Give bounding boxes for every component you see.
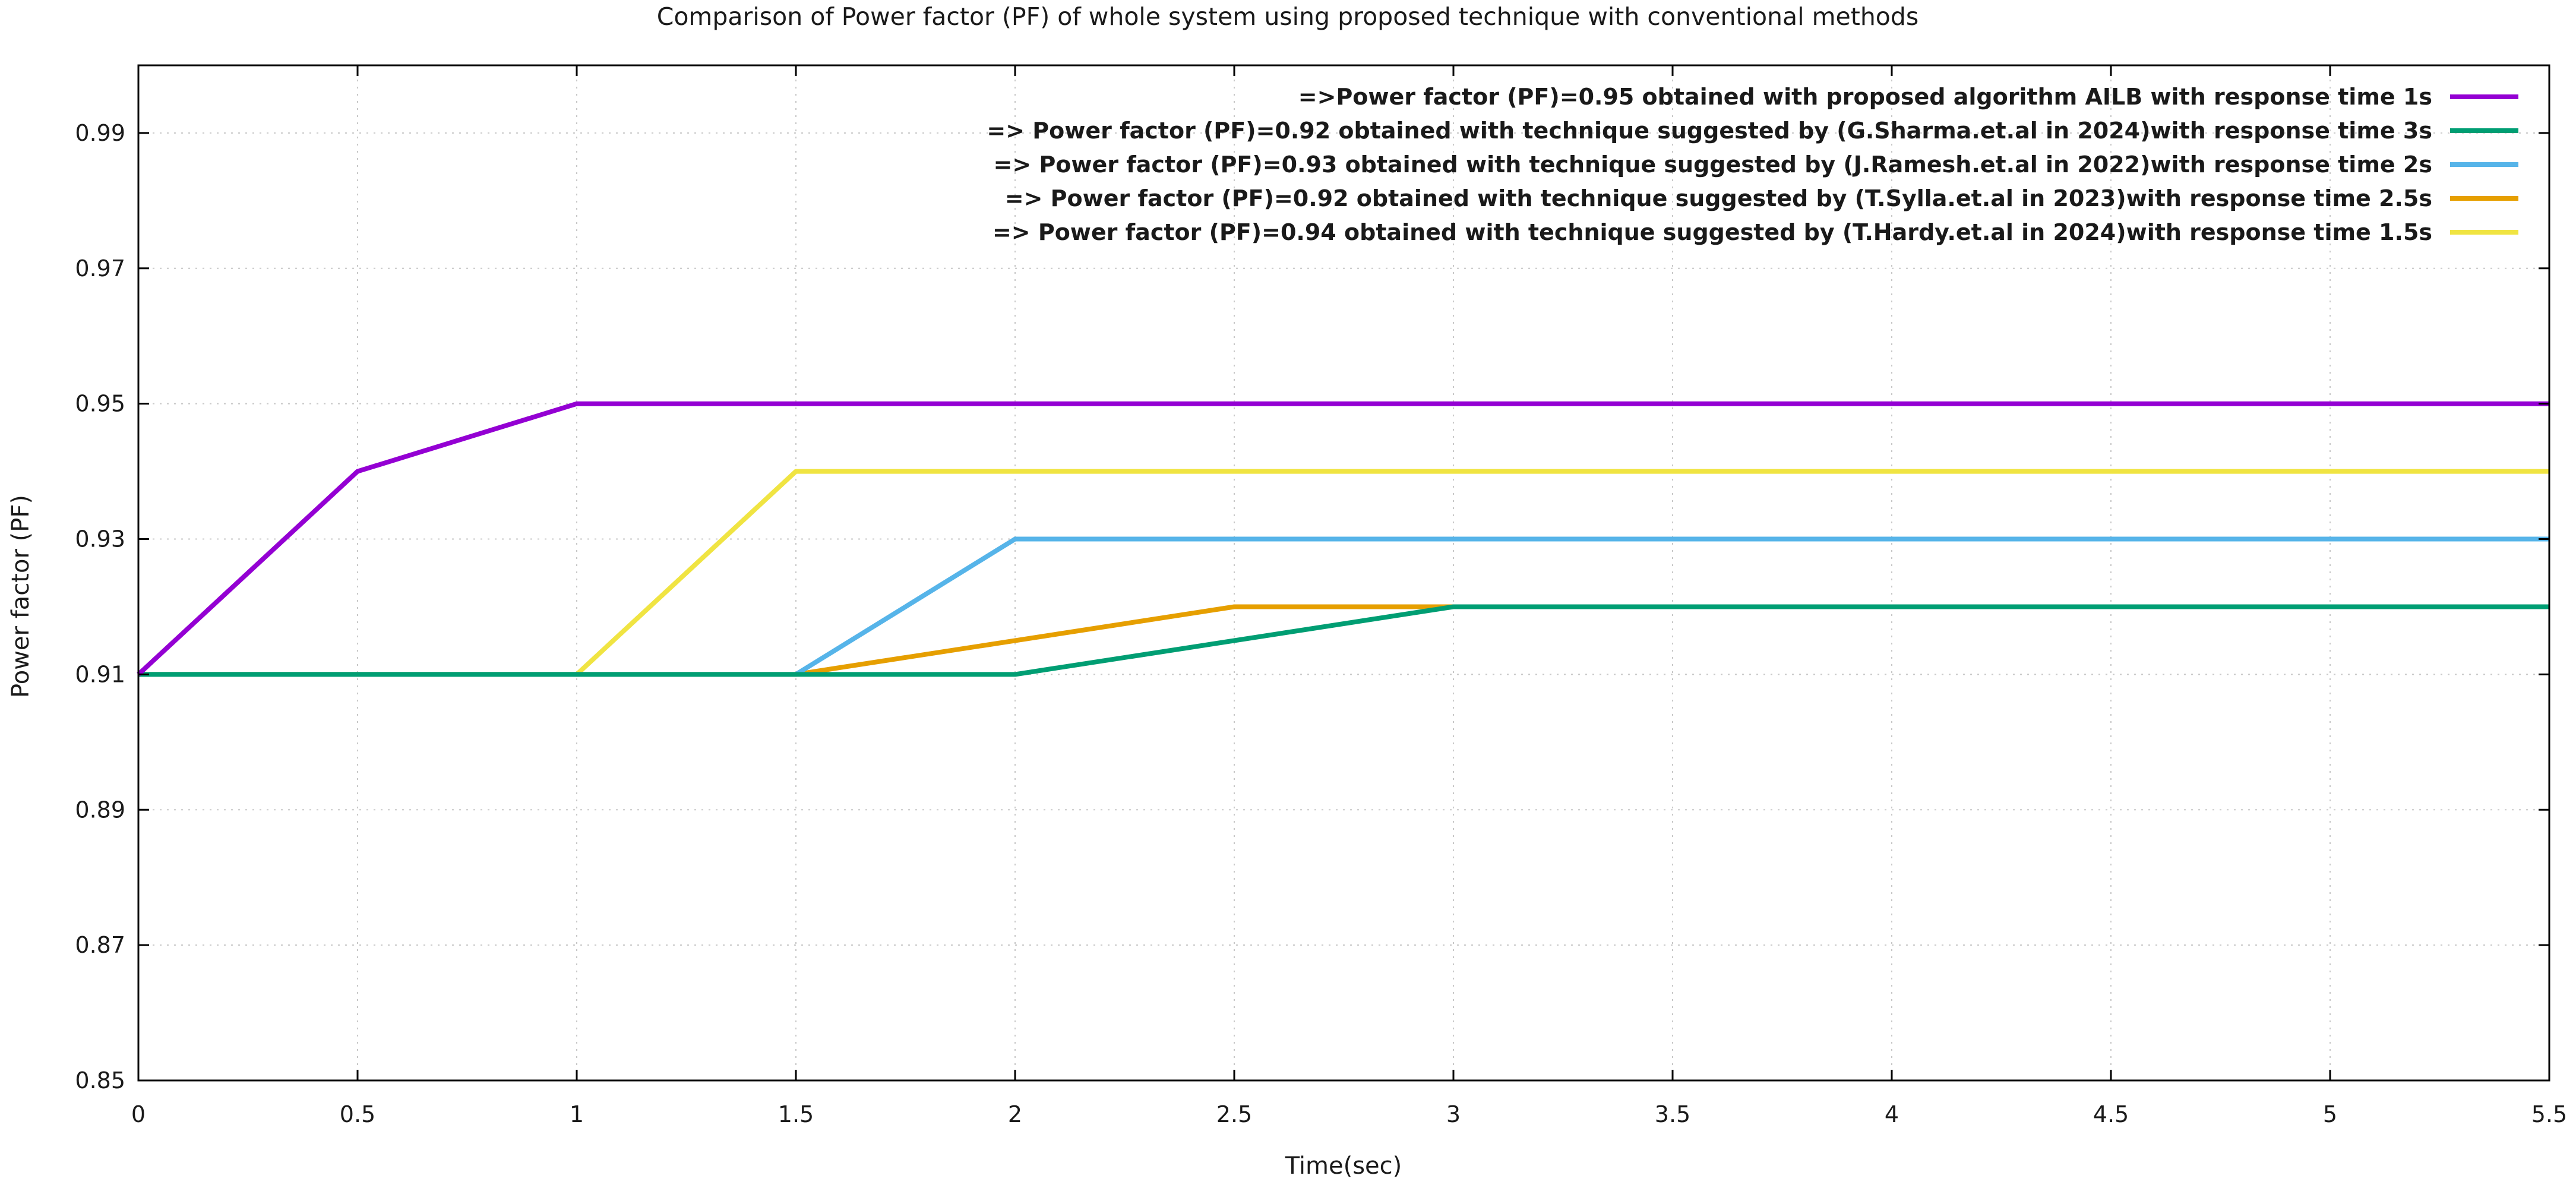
x-tick-label: 3	[1446, 1101, 1461, 1127]
x-tick-label: 3.5	[1655, 1101, 1690, 1127]
y-tick-label: 0.95	[75, 391, 125, 417]
x-tick-label: 5.5	[2531, 1101, 2567, 1127]
y-tick-label: 0.87	[75, 932, 125, 958]
x-tick-label: 5	[2323, 1101, 2337, 1127]
y-tick-label: 0.85	[75, 1067, 125, 1094]
axis-ticks: 0 0.5 1 1.5 2 2.5 3 3.5 4 4.5 5 5.5 0.85 0.87 0.89 0.91…	[75, 65, 2567, 1127]
y-tick-label: 0.89	[75, 797, 125, 823]
chart-title: Comparison of Power factor (PF) of whole…	[657, 2, 1919, 31]
x-tick-label: 1	[570, 1101, 584, 1127]
legend-label-5: => Power factor (PF)=0.94 obtained with …	[993, 219, 2432, 245]
series-line-2	[138, 604, 2549, 677]
legend-label-3: => Power factor (PF)=0.93 obtained with …	[994, 151, 2432, 178]
legend-label-4: => Power factor (PF)=0.92 obtained with …	[1005, 185, 2432, 211]
x-tick-label: 2.5	[1216, 1101, 1252, 1127]
y-axis-label: Power factor (PF)	[7, 495, 34, 698]
y-tick-label: 0.93	[75, 526, 125, 552]
legend-label-2: => Power factor (PF)=0.92 obtained with …	[987, 118, 2432, 144]
x-tick-label: 4	[1885, 1101, 1899, 1127]
x-tick-label: 4.5	[2093, 1101, 2129, 1127]
x-tick-label: 0	[131, 1101, 146, 1127]
legend: =>Power factor (PF)=0.95 obtained with p…	[987, 84, 2518, 245]
plot-frame	[137, 64, 2550, 1082]
series-line-1	[137, 401, 2549, 677]
y-tick-label: 0.91	[75, 661, 125, 687]
legend-label-1: =>Power factor (PF)=0.95 obtained with p…	[1298, 84, 2432, 110]
y-tick-label: 0.99	[75, 120, 125, 146]
grid	[138, 65, 2549, 1080]
series-line-4	[138, 604, 2549, 677]
series-lines	[137, 401, 2549, 677]
x-axis-label: Time(sec)	[1285, 1152, 1402, 1180]
y-tick-label: 0.97	[75, 255, 125, 282]
x-tick-label: 1.5	[778, 1101, 814, 1127]
x-tick-label: 0.5	[340, 1101, 375, 1127]
x-tick-label: 2	[1008, 1101, 1022, 1127]
series-line-5	[138, 469, 2549, 677]
